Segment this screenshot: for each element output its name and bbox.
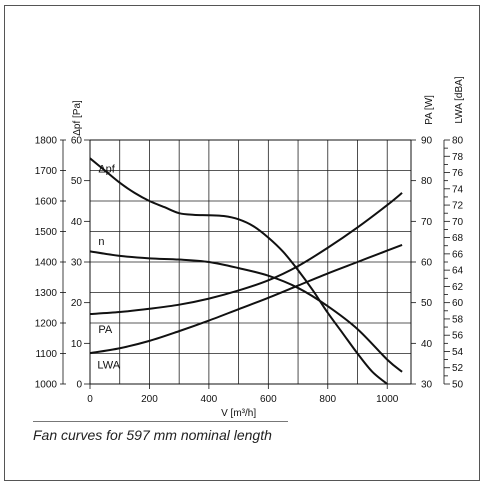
x-tick-label: 0 — [87, 394, 93, 405]
pa-w-tick-label: 80 — [421, 176, 433, 187]
lwa-tick-label: 78 — [452, 152, 464, 163]
lwa-tick-label: 62 — [452, 282, 464, 293]
dpf-tick-label: 20 — [71, 298, 83, 309]
caption-rule — [33, 421, 288, 422]
lwa-tick-label: 64 — [452, 266, 464, 277]
fan-curve-chart: 1000 1100 1200 1300 1400 1500 1600 1700 1800 0 10 2… — [35, 76, 465, 419]
figure-caption: Fan curves for 597 mm nominal length — [33, 427, 272, 443]
lwa-tick-label: 60 — [452, 298, 464, 309]
pa-w-tick-label: 30 — [421, 380, 433, 391]
lwa-curve — [89, 243, 403, 355]
pa-w-tick-label: 50 — [421, 298, 433, 309]
dpf-tick-label: 30 — [71, 258, 83, 269]
lwa-curve-label: LWA — [97, 360, 120, 372]
x-axis-label: V [m³/h] — [221, 408, 256, 419]
pa-w-tick-label: 70 — [421, 217, 433, 228]
dpf-tick-label: 0 — [76, 380, 82, 391]
lwa-tick-label: 50 — [452, 380, 464, 391]
pa-w-tick-label: 40 — [421, 339, 433, 350]
lwa-axis-label: LWA [dBA] — [454, 76, 465, 123]
ticks: 1000 1100 1200 1300 1400 1500 1600 1700 1800 0 10 2… — [35, 76, 465, 419]
dpf-curve — [89, 157, 388, 385]
lwa-tick-label: 54 — [452, 347, 464, 358]
pa-main-tick-label: 1700 — [35, 166, 58, 177]
lwa-tick-label: 72 — [452, 201, 464, 212]
n-curve-label: n — [98, 236, 104, 248]
pa-w-tick-label: 60 — [421, 258, 433, 269]
dpf-tick-label: 60 — [71, 136, 83, 147]
n-curve — [89, 250, 403, 373]
dpf-tick-label: 40 — [71, 217, 83, 228]
pa-main-tick-label: 1200 — [35, 319, 58, 330]
pa-main-tick-label: 1400 — [35, 258, 58, 269]
x-tick-label: 200 — [141, 394, 158, 405]
pa-main-tick-label: 1600 — [35, 197, 58, 208]
curves — [89, 157, 403, 385]
pa-w-axis-label: PA [W] — [424, 95, 435, 125]
dpf-tick-label: 10 — [71, 339, 83, 350]
pa-main-tick-label: 1800 — [35, 136, 58, 147]
pa-curve — [89, 192, 403, 316]
pa-w-tick-label: 90 — [421, 136, 433, 147]
dpf-tick-label: 50 — [71, 176, 83, 187]
x-tick-label: 400 — [201, 394, 218, 405]
lwa-tick-label: 70 — [452, 217, 464, 228]
pa-main-tick-label: 1100 — [35, 349, 57, 360]
labels: Δpf n PA LWA — [97, 164, 120, 372]
grid — [90, 139, 411, 384]
dpf-axis-label: Δpf [Pa] — [72, 100, 83, 136]
lwa-tick-label: 52 — [452, 363, 464, 374]
lwa-tick-label: 74 — [452, 184, 464, 195]
dpf-curve-label: Δpf — [98, 164, 115, 176]
lwa-tick-label: 80 — [452, 136, 464, 147]
lwa-tick-label: 58 — [452, 314, 464, 325]
lwa-tick-label: 68 — [452, 233, 464, 244]
lwa-tick-label: 56 — [452, 331, 464, 342]
x-tick-label: 600 — [260, 394, 277, 405]
pa-main-tick-label: 1300 — [35, 288, 58, 299]
pa-main-tick-label: 1000 — [35, 380, 58, 391]
lwa-tick-label: 76 — [452, 168, 464, 179]
lwa-tick-label: 66 — [452, 249, 464, 260]
figure-frame — [4, 5, 480, 481]
x-tick-label: 1000 — [376, 394, 399, 405]
x-tick-label: 800 — [319, 394, 336, 405]
pa-main-tick-label: 1500 — [35, 227, 58, 238]
pa-curve-label: PA — [98, 324, 113, 336]
